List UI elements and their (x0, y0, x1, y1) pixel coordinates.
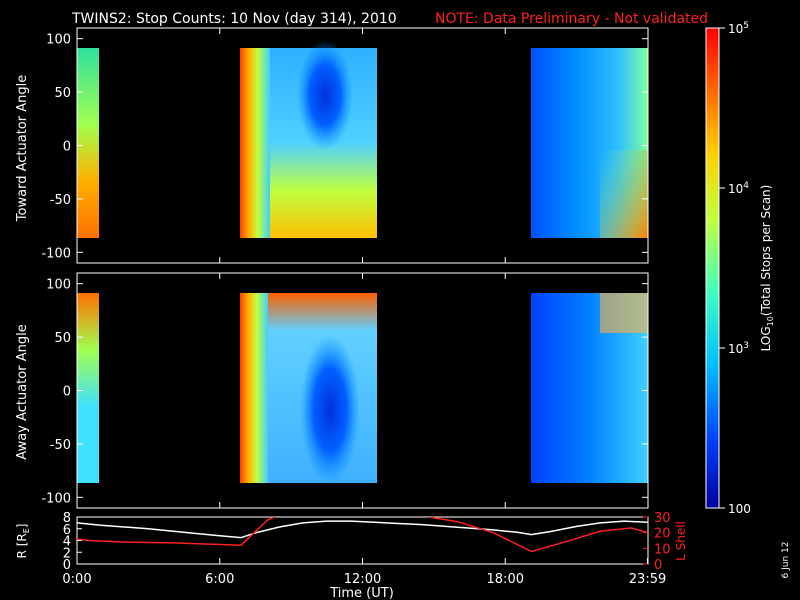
away-heatmap (77, 293, 648, 485)
toward-ytick-label: -100 (41, 246, 71, 261)
x-axis-label: Time (UT) (329, 586, 394, 600)
away-ytick-label: 0 (63, 385, 71, 400)
colorbar-tick-label: 104 (728, 181, 749, 196)
orbit-right-ytick-label: 30 (654, 511, 671, 526)
away-ytick-label: -50 (50, 438, 71, 453)
orbit-left-ytick-label: 6 (63, 523, 71, 538)
chart-title: TWINS2: Stop Counts: 10 Nov (day 314), 2… (71, 11, 397, 27)
toward-ytick-label: 50 (54, 86, 71, 101)
toward-ytick-label: 0 (63, 140, 71, 155)
orbit-ylabel-left: R [RE] (15, 524, 31, 559)
orbit-right-ytick-label: 0 (654, 558, 662, 573)
colorbar-tick-label: 105 (728, 21, 749, 36)
x-tick-label: 23:59 (629, 572, 666, 587)
orbit-right-ytick-label: 10 (654, 542, 671, 557)
x-tick-label: 6:00 (205, 572, 234, 587)
colorbar-gradient (706, 28, 719, 508)
series-line-lshell-b (428, 517, 648, 553)
toward-ylabel: Toward Actuator Angle (15, 75, 30, 222)
colorbar-tick-label: 103 (728, 341, 749, 356)
orbit-ylabel-right: L Shell (674, 521, 688, 561)
away-low-count-region (300, 335, 360, 485)
dynamic-marks: 100500-50-100100500-50-1008642030201000:… (41, 21, 750, 587)
away-ytick-label: 50 (54, 331, 71, 346)
x-tick-label: 0:00 (62, 572, 91, 587)
toward-ytick-label: 100 (46, 33, 71, 48)
away-ytick-label: 100 (46, 278, 71, 293)
orbit-left-ytick-label: 8 (63, 511, 71, 526)
x-tick-label: 18:00 (487, 572, 524, 587)
toward-low-count-region (297, 40, 353, 150)
toward-heatmap (77, 40, 648, 238)
date-stamp: 6 Jun 12 (781, 542, 791, 579)
away-block-3-corner (600, 293, 648, 333)
away-block-2-edge (240, 293, 268, 483)
series-line-lshell-a (77, 517, 275, 546)
orbit-right-ytick-label: 20 (654, 527, 671, 542)
toward-block-1 (77, 48, 99, 238)
orbit-left-ytick-label: 2 (63, 546, 71, 561)
series-line-r (77, 520, 648, 539)
colorbar-label: LOG10(Total Stops per Scan) (759, 185, 775, 352)
orbit-left-ytick-label: 0 (63, 558, 71, 573)
toward-block-3-corner (600, 150, 648, 238)
note-text: NOTE: Data Preliminary - Not validated (435, 11, 708, 27)
colorbar-frame (705, 27, 720, 509)
orbit-panel-frame (76, 516, 649, 565)
colorbar-tick-label: 100 (728, 502, 751, 516)
x-tick-label: 12:00 (344, 572, 381, 587)
orbit-left-ytick-label: 4 (63, 535, 71, 550)
toward-ytick-label: -50 (50, 193, 71, 208)
away-block-1 (77, 293, 99, 483)
toward-block-2-edge (240, 48, 270, 238)
away-ytick-label: -100 (41, 491, 71, 506)
away-ylabel: Away Actuator Angle (15, 324, 30, 459)
